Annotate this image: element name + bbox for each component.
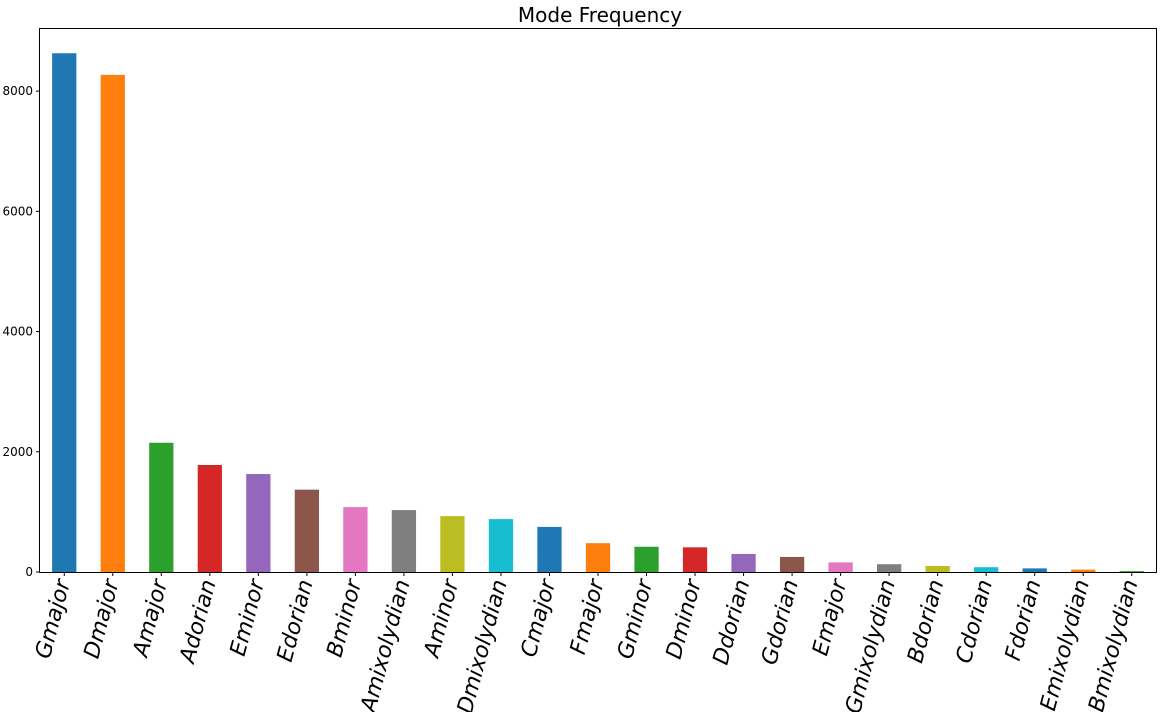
x-tick-label: Fmajor (566, 575, 610, 657)
x-axis: Gmajor Dmajor Amajor Adorian Eminor Edorian Bm… (31, 572, 1144, 717)
x-tick-label: Cmajor (517, 575, 562, 660)
bar-gmajor (52, 53, 77, 572)
x-tick-label: Amajor (128, 575, 174, 661)
x-tick-label: Cdorian (952, 577, 998, 666)
bar-bminor (343, 507, 368, 572)
x-tick-label: Amixolydian (356, 577, 416, 712)
chart-title: Mode Frequency (518, 3, 682, 27)
bar-fmajor (585, 543, 611, 572)
x-tick-label: Edorian (273, 577, 319, 665)
bar-dmajor (100, 74, 125, 572)
bar-emixolydian (1071, 569, 1096, 572)
x-tick-label: Gminor (613, 575, 659, 662)
y-axis: 0 2000 4000 6000 8000 (2, 84, 40, 579)
x-tick-label: Gmajor (31, 575, 77, 661)
y-tick-label: 8000 (2, 84, 33, 98)
plot-frame (39, 28, 1157, 573)
bar-ddorian (731, 553, 756, 572)
bar-edorian (294, 489, 319, 572)
bar-bdorian (925, 565, 950, 572)
bar-dmixolydian (488, 519, 514, 572)
bar-dminor (682, 547, 708, 572)
x-tick-label: Bminor (323, 575, 368, 660)
bar-bmixolydian (1119, 571, 1144, 572)
bar-emajor (828, 562, 853, 572)
bar-cmajor (537, 526, 562, 572)
x-tick-label: Bmixolydian (1084, 577, 1143, 712)
y-tick-label: 4000 (2, 325, 33, 339)
x-tick-label: Dminor (662, 575, 708, 662)
x-tick-label: Eminor (226, 575, 271, 659)
x-tick-label: Aminor (419, 575, 465, 662)
bar-adorian (197, 465, 222, 572)
bar-eminor (246, 474, 271, 572)
x-tick-label: Fdorian (1001, 577, 1047, 663)
x-tick-label: Gmixolydian (841, 577, 901, 712)
bar-aminor (440, 516, 465, 572)
y-tick-label: 6000 (2, 204, 33, 218)
x-tick-label: Ddorian (709, 577, 756, 667)
x-tick-label: Dmixolydian (453, 577, 513, 712)
x-tick-label: Dmajor (80, 575, 125, 661)
x-tick-label: Adorian (175, 577, 222, 668)
bar-amixolydian (391, 510, 417, 572)
bar-gminor (634, 546, 659, 572)
x-tick-label: Bdorian (903, 577, 949, 666)
bar-amajor (149, 442, 174, 572)
x-tick-label: Emajor (808, 575, 853, 658)
bar-cdorian (974, 567, 999, 572)
y-tick-label: 2000 (2, 445, 33, 459)
bar-gmixolydian (877, 564, 902, 572)
bar-gdorian (779, 556, 805, 572)
bars-layer (52, 53, 1144, 572)
x-tick-label: Gdorian (757, 577, 804, 668)
y-tick-label: 0 (25, 565, 33, 579)
x-tick-label: Emixolydian (1036, 577, 1095, 712)
bar-fdorian (1022, 568, 1047, 572)
